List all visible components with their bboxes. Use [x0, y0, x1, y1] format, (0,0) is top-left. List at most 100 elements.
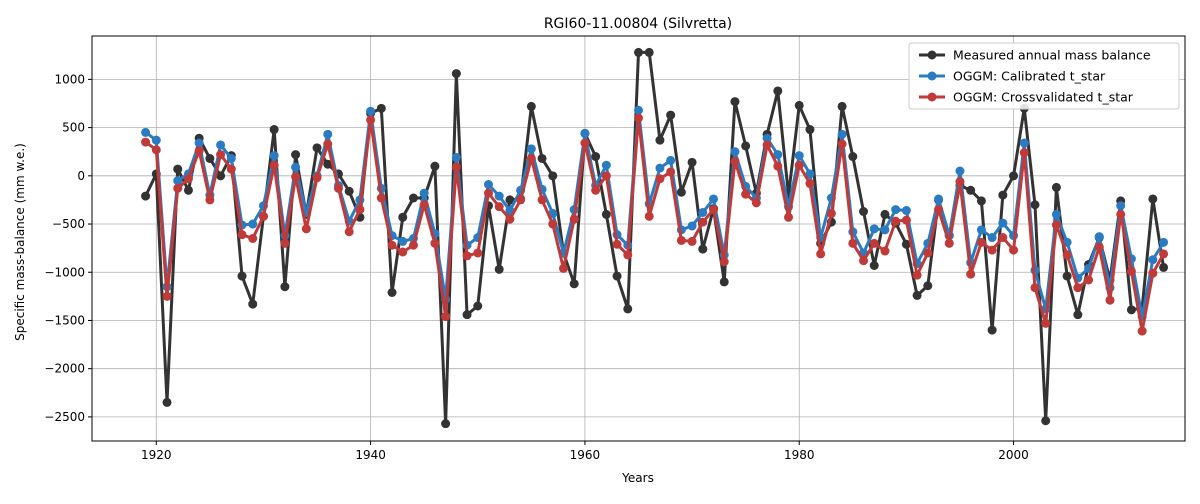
data-point	[976, 196, 986, 206]
data-point	[1051, 220, 1061, 230]
series-2	[141, 113, 1169, 336]
data-point	[730, 147, 740, 157]
data-point	[601, 160, 611, 170]
data-point	[173, 183, 183, 193]
data-point	[1084, 275, 1094, 285]
data-point	[291, 172, 301, 182]
data-point	[205, 153, 215, 163]
data-point	[612, 239, 622, 249]
data-point	[773, 86, 783, 96]
data-point	[987, 325, 997, 335]
data-point	[1051, 209, 1061, 219]
data-point	[312, 143, 322, 153]
data-point	[612, 271, 622, 281]
data-point	[430, 238, 440, 248]
data-point	[226, 164, 236, 174]
data-point	[880, 209, 890, 219]
data-point	[601, 209, 611, 219]
data-point	[666, 167, 676, 177]
legend-label: Measured annual mass balance	[953, 48, 1151, 63]
data-point	[1073, 283, 1083, 293]
y-tick-label: −2500	[44, 410, 85, 424]
data-point	[1148, 194, 1158, 204]
data-point	[923, 248, 933, 258]
plot-area-frame	[91, 35, 1186, 442]
data-point	[719, 277, 729, 287]
y-tick-label: 1000	[54, 72, 85, 86]
data-point	[944, 238, 954, 248]
data-point	[1041, 318, 1051, 328]
data-point	[998, 190, 1008, 200]
series-line	[144, 116, 1166, 333]
legend-box	[908, 42, 1180, 110]
data-point	[569, 279, 579, 289]
data-point	[762, 140, 772, 150]
data-point	[441, 312, 451, 322]
data-point	[226, 153, 236, 163]
data-point	[280, 238, 290, 248]
data-point	[976, 237, 986, 247]
data-point	[987, 245, 997, 255]
data-point	[419, 200, 429, 210]
data-point	[216, 140, 226, 150]
data-point	[794, 100, 804, 110]
data-point	[419, 188, 429, 198]
data-point	[709, 194, 719, 204]
legend: Measured annual mass balance OGGM: Calibr…	[908, 42, 1180, 110]
data-point	[1019, 148, 1029, 158]
x-tick-label: 1920	[141, 448, 172, 462]
data-point	[408, 193, 418, 203]
data-point	[1159, 262, 1169, 272]
data-point	[398, 236, 408, 246]
data-point	[1009, 245, 1019, 255]
data-point	[1094, 232, 1104, 242]
data-point	[655, 174, 665, 184]
data-point	[451, 69, 461, 79]
data-point	[848, 238, 858, 248]
data-point	[376, 193, 386, 203]
data-point	[955, 177, 965, 187]
data-point	[687, 236, 697, 246]
data-point	[151, 145, 161, 155]
data-point	[248, 234, 258, 243]
data-point	[301, 224, 311, 234]
data-point	[398, 247, 408, 257]
data-point	[344, 186, 354, 196]
data-point	[730, 156, 740, 166]
data-point	[151, 135, 161, 145]
data-point	[387, 288, 397, 297]
data-point	[1030, 200, 1040, 210]
data-point	[794, 160, 804, 170]
data-point	[1116, 209, 1126, 219]
data-point	[323, 159, 333, 169]
data-point	[451, 153, 461, 162]
data-point	[194, 146, 204, 156]
data-point	[698, 207, 708, 217]
y-tick-label: −1000	[44, 265, 85, 279]
data-point	[1126, 305, 1136, 315]
data-point	[548, 171, 558, 181]
data-point	[194, 138, 204, 148]
data-point	[901, 206, 911, 216]
data-point	[269, 160, 279, 170]
series-line	[144, 50, 1166, 426]
data-point	[387, 240, 397, 250]
data-point	[323, 139, 333, 149]
data-point	[644, 211, 654, 221]
data-point	[366, 106, 376, 116]
data-point	[666, 155, 676, 165]
data-point	[837, 101, 847, 111]
data-point	[987, 233, 997, 243]
data-point	[623, 304, 633, 314]
data-point	[526, 101, 536, 111]
data-point	[248, 219, 258, 229]
data-point	[141, 137, 151, 147]
data-point	[1159, 237, 1169, 247]
data-point	[1094, 242, 1104, 252]
data-point	[569, 214, 579, 224]
data-point	[505, 195, 515, 205]
x-tick-label: 1960	[570, 448, 601, 462]
data-point	[837, 139, 847, 149]
